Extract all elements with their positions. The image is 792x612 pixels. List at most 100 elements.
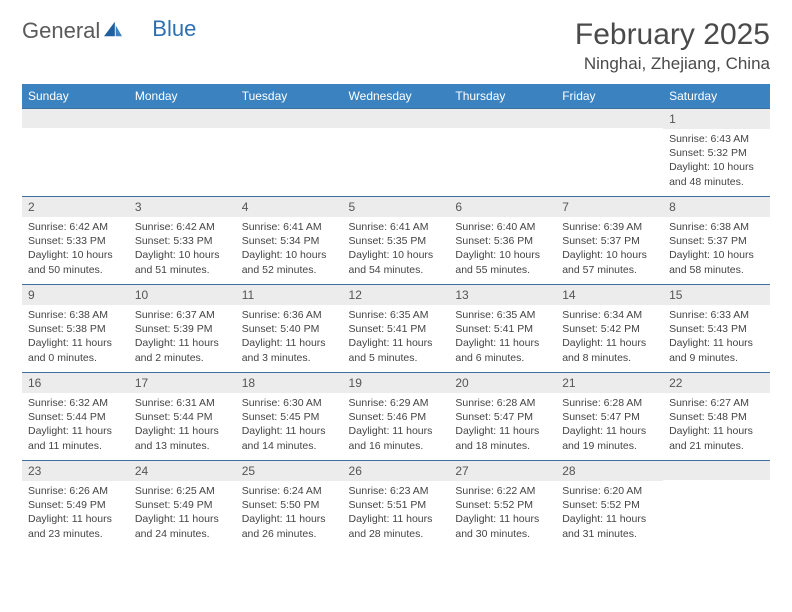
day-number: 28 (556, 461, 663, 481)
day-data: Sunrise: 6:41 AMSunset: 5:35 PMDaylight:… (343, 217, 450, 281)
day-number: 5 (343, 197, 450, 217)
calendar-day-cell (129, 109, 236, 197)
day-data: Sunrise: 6:42 AMSunset: 5:33 PMDaylight:… (129, 217, 236, 281)
day-data: Sunrise: 6:20 AMSunset: 5:52 PMDaylight:… (556, 481, 663, 545)
calendar-day-cell: 11Sunrise: 6:36 AMSunset: 5:40 PMDayligh… (236, 285, 343, 373)
day-number: 8 (663, 197, 770, 217)
day-number: 2 (22, 197, 129, 217)
calendar-day-cell: 25Sunrise: 6:24 AMSunset: 5:50 PMDayligh… (236, 461, 343, 549)
day-data: Sunrise: 6:27 AMSunset: 5:48 PMDaylight:… (663, 393, 770, 457)
day-data: Sunrise: 6:41 AMSunset: 5:34 PMDaylight:… (236, 217, 343, 281)
calendar-day-cell (343, 109, 450, 197)
day-data: Sunrise: 6:42 AMSunset: 5:33 PMDaylight:… (22, 217, 129, 281)
title-block: February 2025 Ninghai, Zhejiang, China (575, 18, 770, 74)
logo-text-2: Blue (152, 16, 196, 42)
day-number-empty (129, 109, 236, 128)
day-data: Sunrise: 6:35 AMSunset: 5:41 PMDaylight:… (343, 305, 450, 369)
day-number: 17 (129, 373, 236, 393)
day-data: Sunrise: 6:29 AMSunset: 5:46 PMDaylight:… (343, 393, 450, 457)
day-number: 7 (556, 197, 663, 217)
calendar-day-cell: 28Sunrise: 6:20 AMSunset: 5:52 PMDayligh… (556, 461, 663, 549)
day-number: 6 (449, 197, 556, 217)
day-number: 10 (129, 285, 236, 305)
day-number: 11 (236, 285, 343, 305)
day-number: 14 (556, 285, 663, 305)
day-number: 20 (449, 373, 556, 393)
calendar-day-cell (22, 109, 129, 197)
day-data: Sunrise: 6:28 AMSunset: 5:47 PMDaylight:… (556, 393, 663, 457)
calendar-week-row: 23Sunrise: 6:26 AMSunset: 5:49 PMDayligh… (22, 461, 770, 549)
calendar-day-cell: 7Sunrise: 6:39 AMSunset: 5:37 PMDaylight… (556, 197, 663, 285)
calendar-day-cell: 23Sunrise: 6:26 AMSunset: 5:49 PMDayligh… (22, 461, 129, 549)
day-data: Sunrise: 6:28 AMSunset: 5:47 PMDaylight:… (449, 393, 556, 457)
calendar-week-row: 2Sunrise: 6:42 AMSunset: 5:33 PMDaylight… (22, 197, 770, 285)
calendar-day-cell (449, 109, 556, 197)
calendar-day-cell: 6Sunrise: 6:40 AMSunset: 5:36 PMDaylight… (449, 197, 556, 285)
calendar-table: SundayMondayTuesdayWednesdayThursdayFrid… (22, 84, 770, 549)
day-data: Sunrise: 6:25 AMSunset: 5:49 PMDaylight:… (129, 481, 236, 545)
weekday-header: Friday (556, 84, 663, 109)
calendar-day-cell: 9Sunrise: 6:38 AMSunset: 5:38 PMDaylight… (22, 285, 129, 373)
day-data: Sunrise: 6:24 AMSunset: 5:50 PMDaylight:… (236, 481, 343, 545)
day-data: Sunrise: 6:30 AMSunset: 5:45 PMDaylight:… (236, 393, 343, 457)
calendar-day-cell: 8Sunrise: 6:38 AMSunset: 5:37 PMDaylight… (663, 197, 770, 285)
day-data: Sunrise: 6:23 AMSunset: 5:51 PMDaylight:… (343, 481, 450, 545)
day-number: 4 (236, 197, 343, 217)
day-number: 23 (22, 461, 129, 481)
calendar-day-cell (236, 109, 343, 197)
day-data: Sunrise: 6:38 AMSunset: 5:38 PMDaylight:… (22, 305, 129, 369)
day-number: 25 (236, 461, 343, 481)
day-data: Sunrise: 6:38 AMSunset: 5:37 PMDaylight:… (663, 217, 770, 281)
calendar-day-cell: 18Sunrise: 6:30 AMSunset: 5:45 PMDayligh… (236, 373, 343, 461)
day-data: Sunrise: 6:40 AMSunset: 5:36 PMDaylight:… (449, 217, 556, 281)
day-data: Sunrise: 6:35 AMSunset: 5:41 PMDaylight:… (449, 305, 556, 369)
weekday-header: Tuesday (236, 84, 343, 109)
calendar-day-cell: 17Sunrise: 6:31 AMSunset: 5:44 PMDayligh… (129, 373, 236, 461)
weekday-header: Saturday (663, 84, 770, 109)
month-title: February 2025 (575, 18, 770, 52)
calendar-week-row: 16Sunrise: 6:32 AMSunset: 5:44 PMDayligh… (22, 373, 770, 461)
day-number: 18 (236, 373, 343, 393)
calendar-day-cell: 21Sunrise: 6:28 AMSunset: 5:47 PMDayligh… (556, 373, 663, 461)
weekday-header: Thursday (449, 84, 556, 109)
day-data: Sunrise: 6:33 AMSunset: 5:43 PMDaylight:… (663, 305, 770, 369)
day-number-empty (449, 109, 556, 128)
day-number: 16 (22, 373, 129, 393)
day-data: Sunrise: 6:32 AMSunset: 5:44 PMDaylight:… (22, 393, 129, 457)
location: Ninghai, Zhejiang, China (575, 54, 770, 74)
calendar-day-cell: 15Sunrise: 6:33 AMSunset: 5:43 PMDayligh… (663, 285, 770, 373)
day-data: Sunrise: 6:37 AMSunset: 5:39 PMDaylight:… (129, 305, 236, 369)
calendar-day-cell (556, 109, 663, 197)
day-number: 27 (449, 461, 556, 481)
day-data: Sunrise: 6:31 AMSunset: 5:44 PMDaylight:… (129, 393, 236, 457)
calendar-header-row: SundayMondayTuesdayWednesdayThursdayFrid… (22, 84, 770, 109)
calendar-day-cell: 16Sunrise: 6:32 AMSunset: 5:44 PMDayligh… (22, 373, 129, 461)
day-number: 1 (663, 109, 770, 129)
logo: General Blue (22, 18, 196, 44)
logo-sail-icon (102, 18, 124, 44)
day-number: 12 (343, 285, 450, 305)
day-data: Sunrise: 6:36 AMSunset: 5:40 PMDaylight:… (236, 305, 343, 369)
calendar-day-cell: 3Sunrise: 6:42 AMSunset: 5:33 PMDaylight… (129, 197, 236, 285)
day-number: 19 (343, 373, 450, 393)
weekday-header: Sunday (22, 84, 129, 109)
day-data: Sunrise: 6:39 AMSunset: 5:37 PMDaylight:… (556, 217, 663, 281)
weekday-header: Wednesday (343, 84, 450, 109)
calendar-day-cell: 27Sunrise: 6:22 AMSunset: 5:52 PMDayligh… (449, 461, 556, 549)
calendar-week-row: 9Sunrise: 6:38 AMSunset: 5:38 PMDaylight… (22, 285, 770, 373)
day-number-empty (22, 109, 129, 128)
calendar-day-cell: 12Sunrise: 6:35 AMSunset: 5:41 PMDayligh… (343, 285, 450, 373)
day-data: Sunrise: 6:34 AMSunset: 5:42 PMDaylight:… (556, 305, 663, 369)
day-number: 3 (129, 197, 236, 217)
header: General Blue February 2025 Ninghai, Zhej… (22, 18, 770, 74)
day-number: 22 (663, 373, 770, 393)
day-number: 24 (129, 461, 236, 481)
day-number: 15 (663, 285, 770, 305)
day-number-empty (343, 109, 450, 128)
calendar-week-row: 1Sunrise: 6:43 AMSunset: 5:32 PMDaylight… (22, 109, 770, 197)
calendar-day-cell: 24Sunrise: 6:25 AMSunset: 5:49 PMDayligh… (129, 461, 236, 549)
calendar-day-cell: 22Sunrise: 6:27 AMSunset: 5:48 PMDayligh… (663, 373, 770, 461)
day-number: 26 (343, 461, 450, 481)
calendar-day-cell: 20Sunrise: 6:28 AMSunset: 5:47 PMDayligh… (449, 373, 556, 461)
day-data: Sunrise: 6:26 AMSunset: 5:49 PMDaylight:… (22, 481, 129, 545)
